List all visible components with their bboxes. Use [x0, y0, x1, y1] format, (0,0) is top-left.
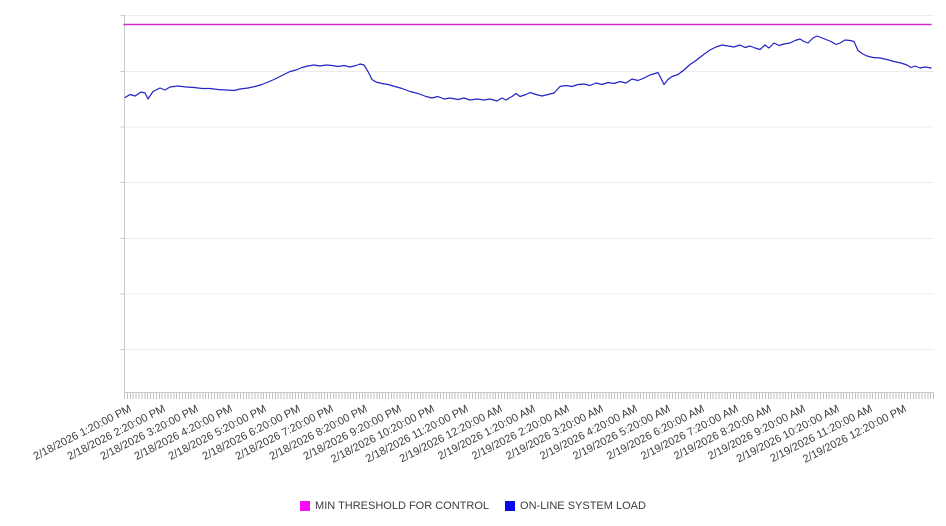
legend-item-system-load[interactable]: ON-LINE SYSTEM LOAD — [505, 500, 646, 512]
legend-swatch-min-threshold — [300, 501, 311, 511]
legend: MIN THRESHOLD FOR CONTROL ON-LINE SYSTEM… — [0, 500, 946, 512]
online-system-load-line — [124, 35, 932, 102]
x-axis-minor-ticks — [124, 393, 934, 399]
legend-label-min-threshold: MIN THRESHOLD FOR CONTROL — [315, 500, 490, 512]
legend-label-system-load: ON-LINE SYSTEM LOAD — [520, 500, 646, 512]
plot-svg — [120, 15, 934, 393]
plot-area — [120, 15, 936, 395]
legend-item-min-threshold[interactable]: MIN THRESHOLD FOR CONTROL — [300, 500, 489, 512]
legend-swatch-system-load — [505, 501, 516, 511]
